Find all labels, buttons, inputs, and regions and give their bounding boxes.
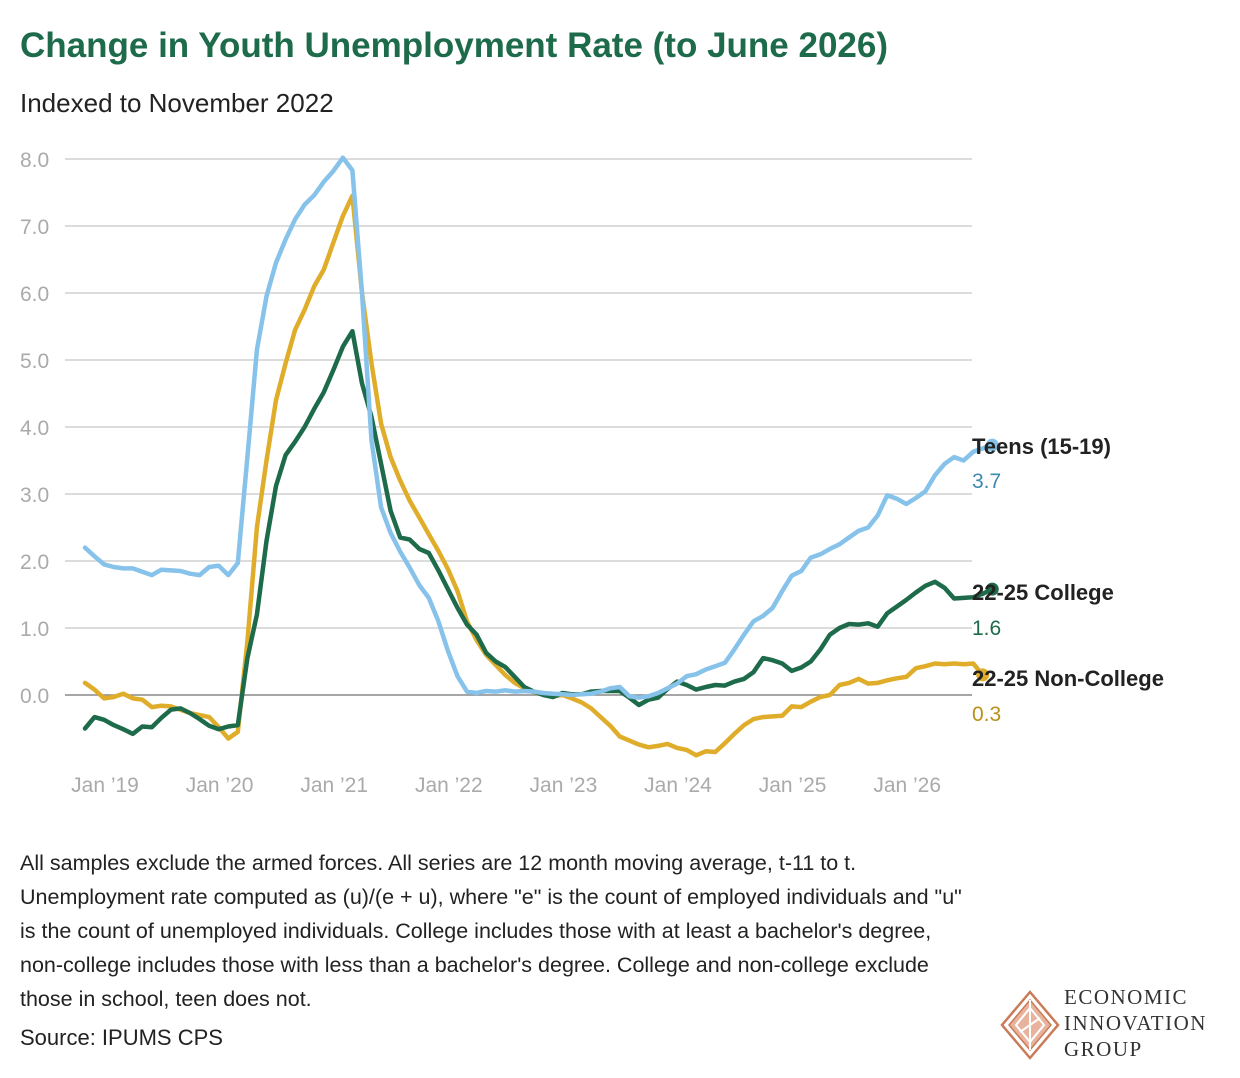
x-tick-label: Jan ’21 — [300, 774, 368, 797]
series-name-label: 22-25 Non-College — [972, 666, 1164, 691]
logo-line-2: INNOVATION — [1064, 1011, 1207, 1035]
diamond-logo-icon — [1000, 990, 1060, 1060]
series-end-point — [985, 582, 999, 596]
series-end-point — [985, 438, 999, 452]
series-lines — [82, 155, 999, 758]
y-tick-label: 4.0 — [20, 417, 49, 440]
series-line — [82, 193, 985, 758]
y-tick-label: 5.0 — [20, 350, 49, 373]
series-end-point — [976, 668, 990, 682]
series-name-label: Teens (15-19) — [972, 434, 1111, 459]
eig-logo: ECONOMIC INNOVATION GROUP — [996, 984, 1236, 1064]
x-tick-label: Jan ’19 — [71, 774, 139, 797]
chart-footnote: All samples exclude the armed forces. Al… — [20, 851, 962, 1011]
logo-line-1: ECONOMIC — [1064, 985, 1189, 1009]
gridlines — [65, 158, 972, 696]
y-tick-label: 3.0 — [20, 484, 49, 507]
y-tick-label: 2.0 — [20, 551, 49, 574]
series-name-label: 22-25 College — [972, 580, 1114, 605]
logo-line-3: GROUP — [1064, 1037, 1143, 1061]
x-axis-tick-labels: Jan ’19 Jan ’20 Jan ’21 Jan ’22 Jan ’23 Jan ’… — [71, 774, 941, 797]
chart-title: Change in Youth Unemployment Rate (to Ju… — [20, 26, 888, 65]
x-tick-label: Jan ’22 — [415, 774, 483, 797]
x-tick-label: Jan ’25 — [759, 774, 827, 797]
series-value-label: 1.6 — [972, 617, 1001, 640]
series-value-label: 3.7 — [972, 470, 1001, 493]
x-tick-label: Jan ’20 — [186, 774, 254, 797]
x-tick-label: Jan ’23 — [530, 774, 598, 797]
x-tick-label: Jan ’24 — [644, 774, 712, 797]
chart-subtitle: Indexed to November 2022 — [20, 88, 334, 118]
y-tick-label: 8.0 — [20, 149, 49, 172]
series-line — [82, 155, 995, 700]
y-tick-label: 1.0 — [20, 618, 49, 641]
series-value-label: 0.3 — [972, 703, 1001, 726]
y-tick-label: 0.0 — [20, 685, 49, 708]
x-tick-label: Jan ’26 — [873, 774, 941, 797]
y-axis-tick-labels: 8.0 7.0 6.0 5.0 4.0 3.0 2.0 1.0 0.0 — [20, 149, 49, 708]
chart-source: Source: IPUMS CPS — [20, 1025, 223, 1050]
y-tick-label: 6.0 — [20, 283, 49, 306]
series-end-labels: Teens (15-19) 3.7 22-25 College 1.6 22-25 No… — [972, 434, 1164, 726]
chart-canvas: 8.07.06.05.04.03.02.01.00.0 Jan ’19 Jan ’… — [20, 149, 1164, 797]
y-tick-label: 7.0 — [20, 216, 49, 239]
